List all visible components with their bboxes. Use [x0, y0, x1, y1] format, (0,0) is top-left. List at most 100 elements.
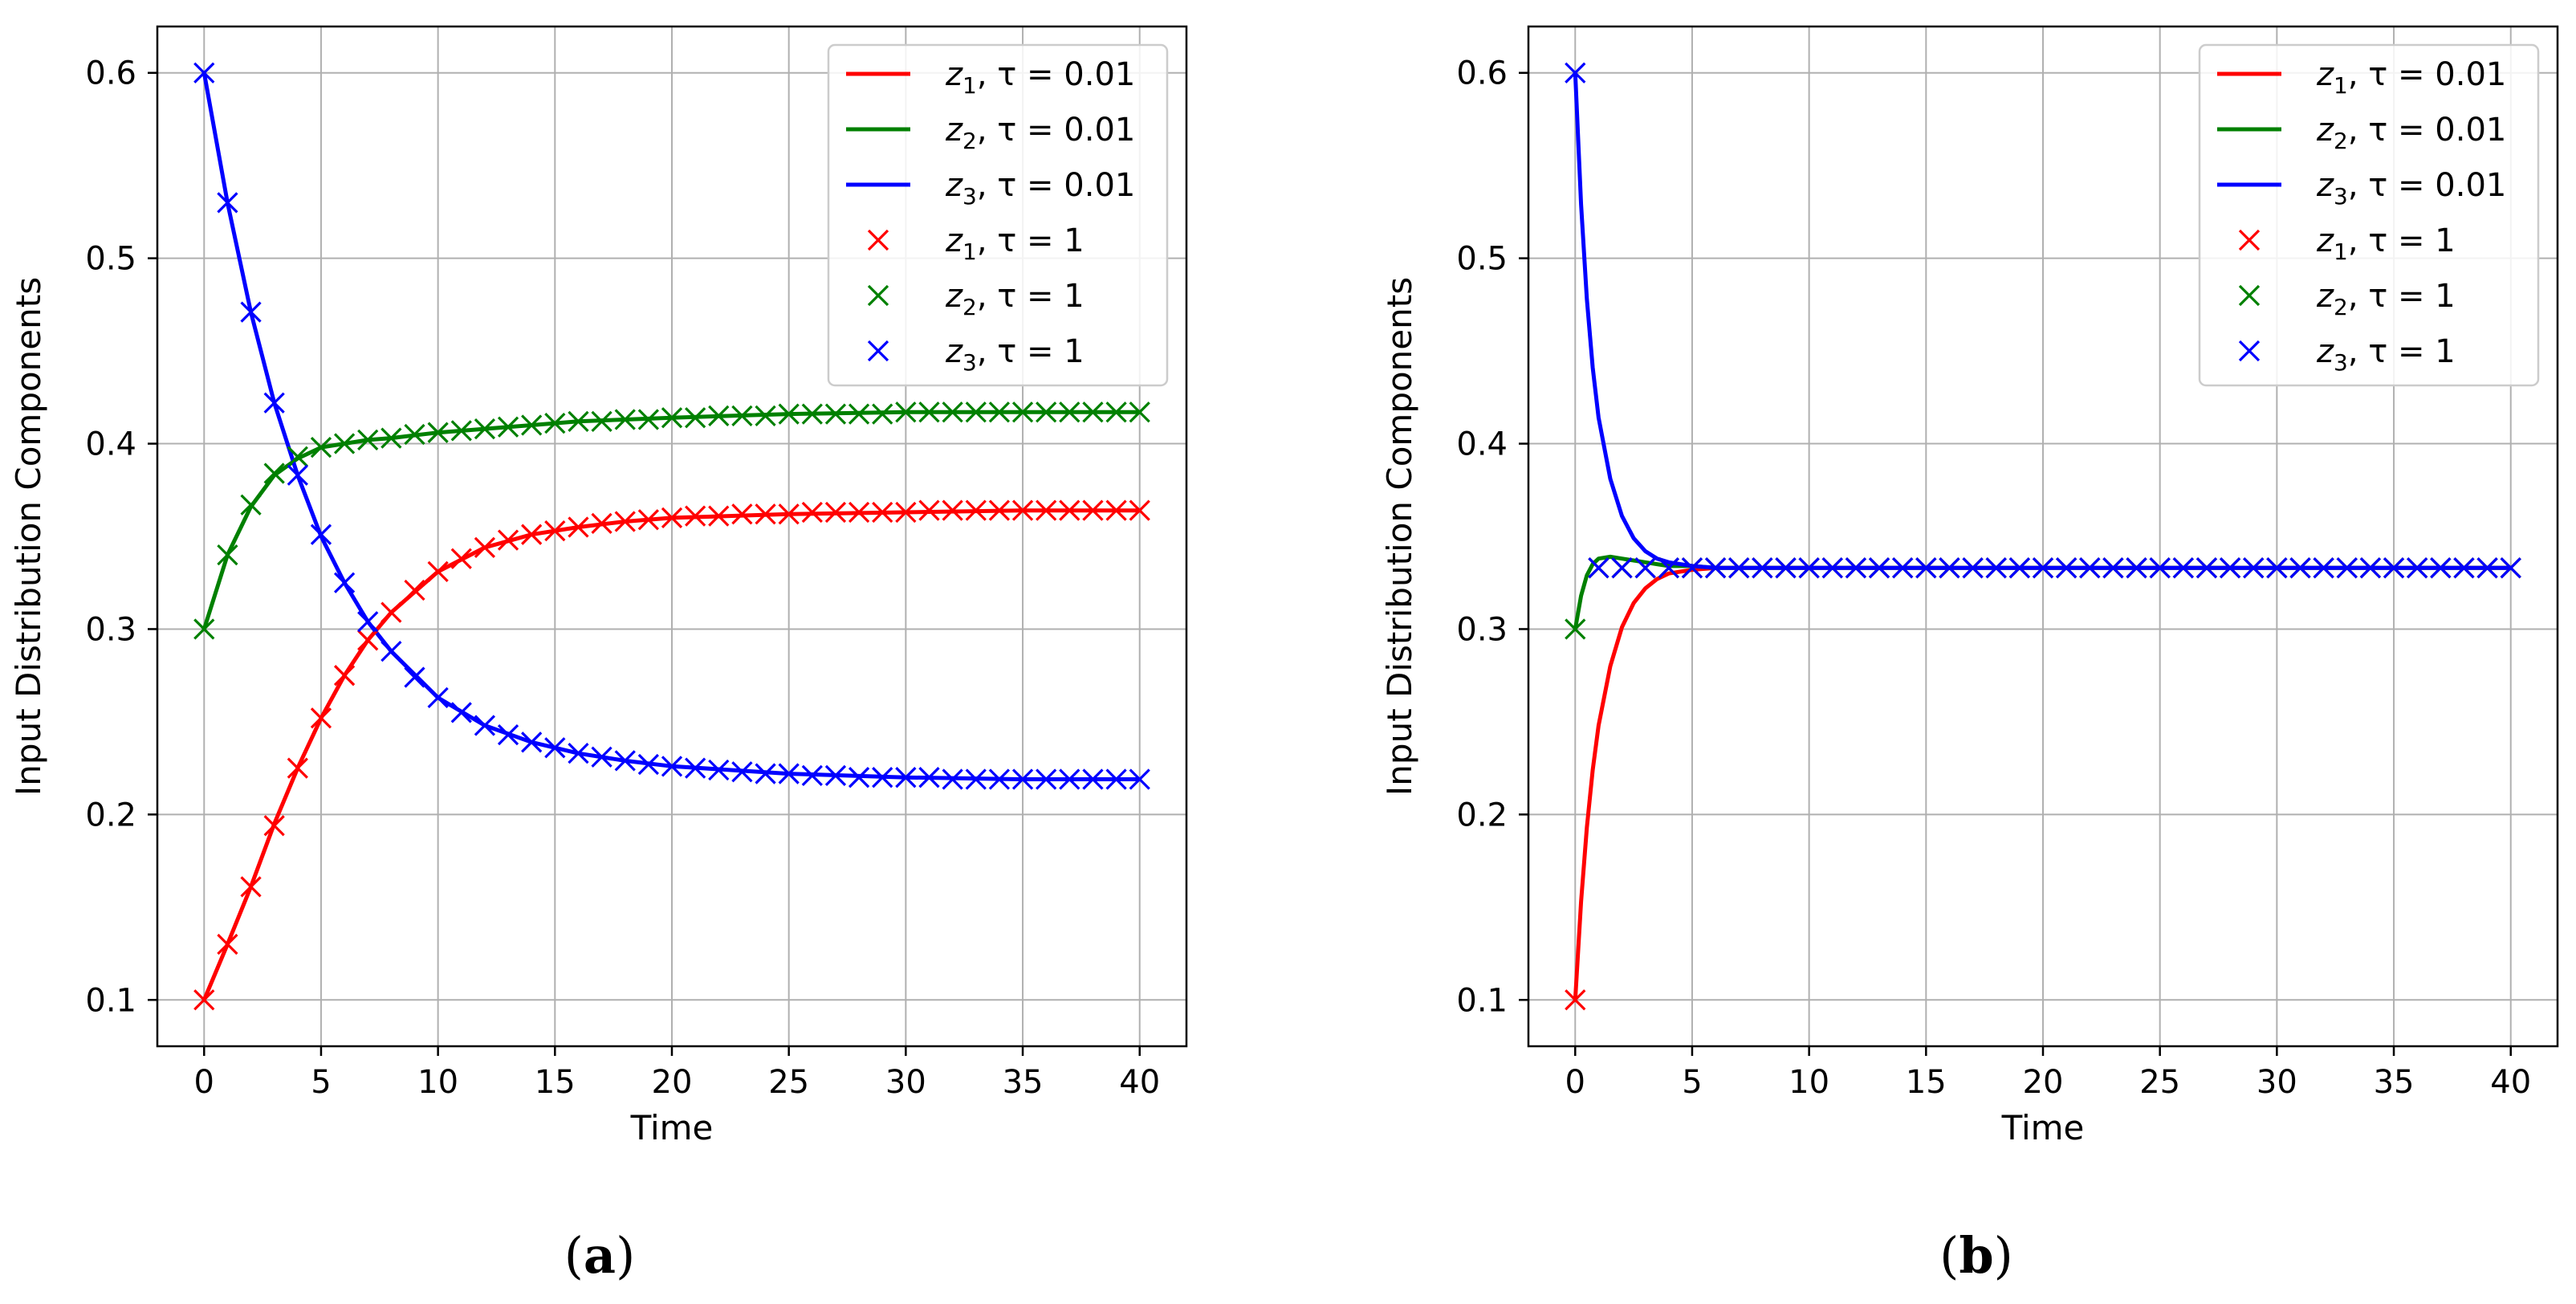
legend-entry-label: z3, τ = 1 — [945, 333, 1085, 376]
data-point-z1 — [895, 501, 917, 524]
data-point-z2 — [404, 423, 425, 446]
data-point-z2 — [193, 618, 215, 640]
data-point-z2 — [824, 403, 847, 425]
data-point-z1 — [685, 505, 706, 527]
data-point-z2 — [1565, 618, 1586, 640]
legend-entry-label: z2, τ = 1 — [945, 278, 1085, 320]
data-point-z1 — [380, 601, 402, 623]
data-point-z2 — [357, 429, 379, 451]
data-point-z3 — [263, 392, 285, 414]
data-point-z3 — [1704, 557, 1727, 579]
data-point-z3 — [1059, 768, 1080, 790]
data-point-z3 — [1565, 62, 1586, 84]
legend-box — [827, 43, 1169, 387]
data-point-z1 — [942, 499, 963, 521]
data-point-z1 — [848, 501, 870, 524]
data-point-z2 — [380, 427, 402, 449]
data-point-z2 — [801, 403, 823, 425]
data-point-z3 — [193, 62, 215, 84]
data-point-z1 — [287, 757, 308, 779]
x-tick-label: 15 — [535, 1064, 576, 1101]
data-point-z3 — [988, 768, 1011, 790]
data-point-z3 — [2430, 557, 2452, 579]
data-point-z3 — [2196, 557, 2218, 579]
data-point-z3 — [1775, 557, 1797, 579]
data-point-z1 — [1011, 499, 1034, 521]
data-point-z1 — [474, 536, 496, 558]
x-axis-label: Time — [630, 1108, 714, 1147]
data-point-z3 — [497, 723, 519, 746]
data-point-z3 — [895, 767, 917, 789]
data-point-z3 — [2008, 557, 2030, 579]
data-point-z1 — [240, 876, 262, 898]
data-point-z2 — [895, 401, 917, 423]
data-point-z3 — [1798, 557, 1820, 579]
data-point-z1 — [217, 933, 238, 956]
y-tick-label: 0.5 — [85, 241, 136, 278]
data-point-z3 — [1588, 557, 1609, 579]
legend: z1, τ = 0.01 z2, τ = 0.01 z3, τ = 0.01 z1, … — [827, 43, 1169, 387]
data-point-z2 — [778, 403, 800, 425]
x-tick-label: 25 — [768, 1064, 809, 1101]
data-point-z3 — [450, 702, 472, 723]
legend-marker-handle — [2238, 229, 2261, 251]
data-point-z2 — [1059, 401, 1080, 423]
legend-entry-label: z3, τ = 1 — [2316, 333, 2456, 376]
data-point-z1 — [263, 815, 285, 837]
data-point-z1 — [310, 707, 332, 729]
legend-entry-label: z1, τ = 1 — [2316, 222, 2456, 265]
data-point-z2 — [872, 403, 893, 425]
data-point-z3 — [287, 464, 308, 486]
legend-marker-handle — [867, 284, 889, 307]
legend-entry-label: z2, τ = 0.01 — [2316, 112, 2506, 154]
data-point-z3 — [2407, 557, 2428, 579]
x-tick-label: 20 — [2023, 1064, 2064, 1101]
data-point-z3 — [240, 301, 262, 323]
panel-label: (b) — [1939, 1226, 2013, 1285]
legend-marker-handle — [2238, 284, 2261, 307]
x-tick-label: 30 — [2257, 1064, 2297, 1101]
data-point-z3 — [731, 761, 753, 783]
data-point-z3 — [2359, 557, 2382, 579]
data-point-z3 — [2336, 557, 2358, 579]
data-point-z3 — [333, 572, 356, 593]
x-tick-label: 0 — [194, 1064, 214, 1101]
data-point-z2 — [942, 401, 963, 423]
data-point-z2 — [263, 463, 285, 484]
data-point-z1 — [591, 512, 612, 534]
x-tick-label: 10 — [1789, 1064, 1829, 1101]
data-point-z3 — [801, 764, 823, 787]
y-tick-label: 0.6 — [85, 55, 136, 92]
data-point-z3 — [380, 641, 402, 662]
data-point-z3 — [614, 750, 636, 772]
data-point-z1 — [872, 501, 893, 524]
data-point-z3 — [591, 746, 612, 768]
legend-entry-label: z3, τ = 0.01 — [945, 167, 1135, 210]
data-point-z1 — [801, 501, 823, 524]
data-point-z3 — [568, 743, 589, 764]
data-point-z2 — [965, 401, 987, 423]
data-point-z2 — [497, 416, 519, 438]
data-point-z2 — [427, 422, 449, 443]
y-tick-label: 0.2 — [85, 797, 136, 833]
panel-a: 0 5 10 15 20 25 30 35 40 0.1 0.2 0.3 0.4 0.5 0.6 Time In… — [9, 25, 1188, 1285]
legend-marker-handle — [867, 340, 889, 362]
panel-b: 0 5 10 15 20 25 30 35 40 0.1 0.2 0.3 0.4 0.5 0.6 Time In… — [1380, 25, 2559, 1285]
data-point-z2 — [1105, 401, 1127, 423]
x-tick-label: 40 — [2490, 1064, 2531, 1101]
data-point-z3 — [2500, 557, 2521, 579]
data-point-z2 — [287, 446, 308, 467]
legend-entry-label: z1, τ = 0.01 — [945, 56, 1135, 99]
data-point-z3 — [2266, 557, 2288, 579]
data-point-z3 — [1634, 557, 1656, 579]
data-point-z2 — [848, 403, 870, 425]
y-tick-label: 0.4 — [85, 426, 136, 463]
data-point-z1 — [1105, 499, 1127, 521]
data-point-z2 — [310, 437, 332, 458]
data-point-z1 — [965, 499, 987, 521]
data-point-z2 — [731, 405, 753, 427]
legend-entry-label: z3, τ = 0.01 — [2316, 167, 2506, 210]
data-point-z3 — [2453, 557, 2475, 579]
data-point-z3 — [685, 757, 706, 779]
